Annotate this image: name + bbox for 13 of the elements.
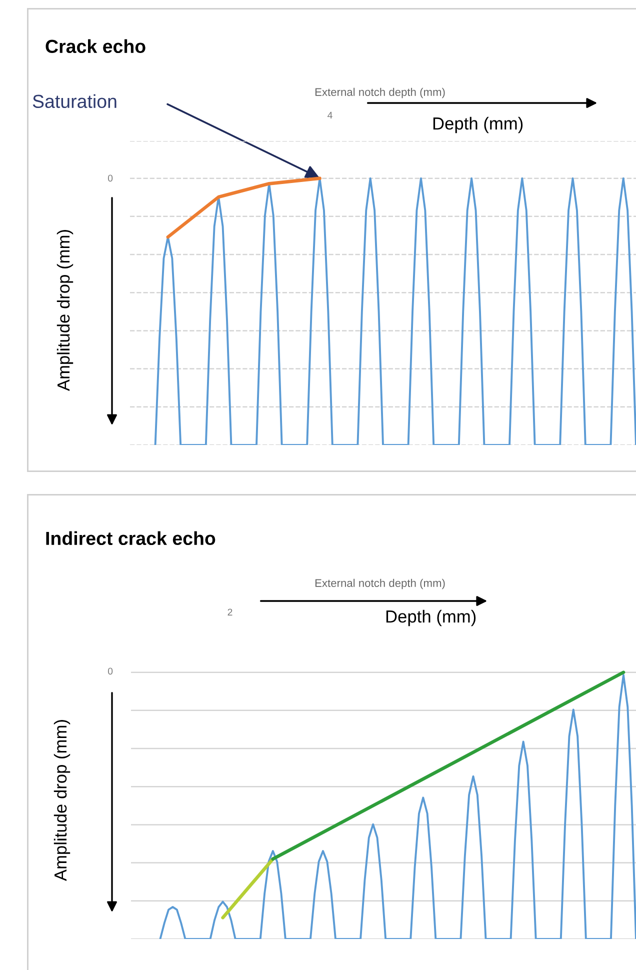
text: 0 [108, 174, 113, 182]
y-axis-title: Amplitude drop (mm) [56, 230, 74, 391]
text: 4 [328, 112, 332, 119]
x2-axis-title: External notch depth (mm) [315, 578, 445, 590]
x2-axis-title: External notch depth (mm) [315, 88, 445, 98]
y-axis-title: Amplitude drop (mm) [54, 720, 70, 881]
text: 0 [108, 668, 113, 675]
chart-title: Indirect crack echo [46, 531, 216, 546]
text: 2 [228, 608, 232, 616]
text: Depth (mm) [433, 116, 523, 134]
text: Saturation [32, 94, 116, 108]
text: Depth (mm) [386, 610, 476, 626]
chart-title: Crack echo [46, 39, 146, 54]
